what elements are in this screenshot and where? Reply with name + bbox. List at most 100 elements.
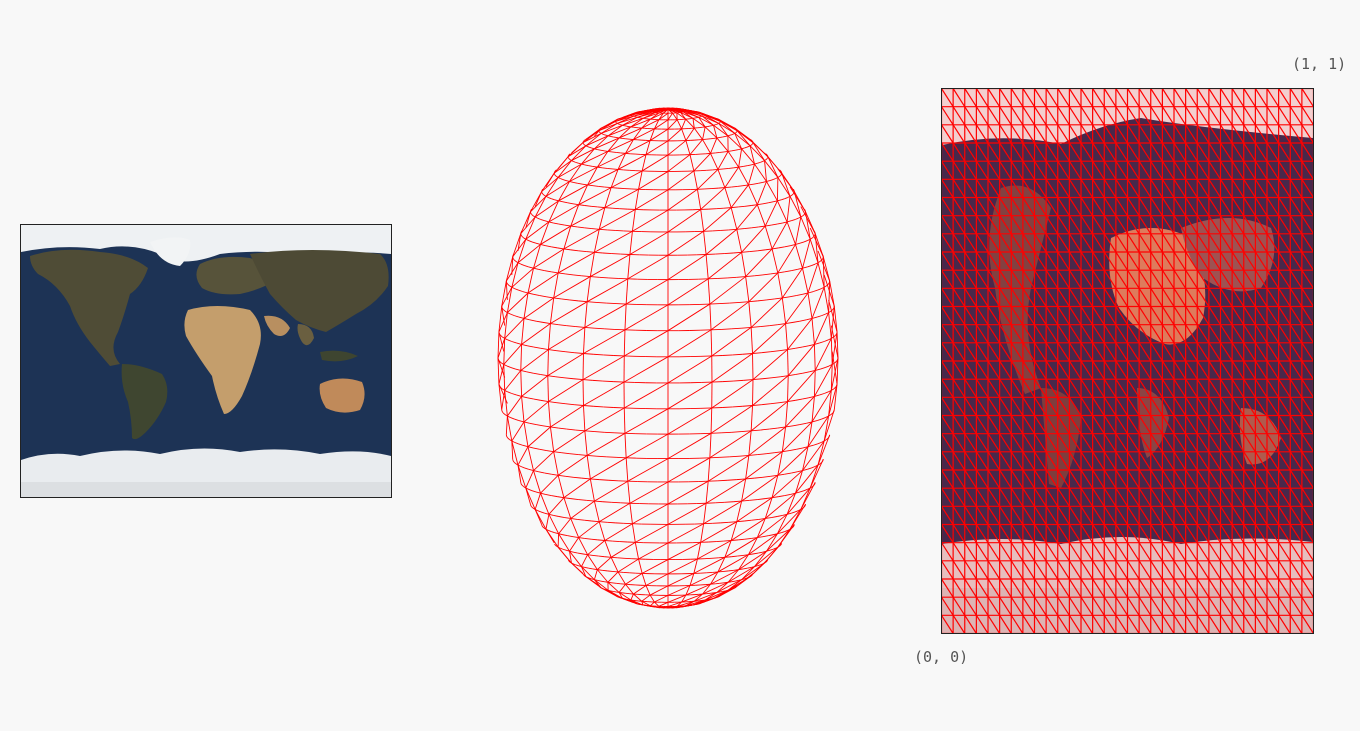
sphere-latitude-line (551, 246, 558, 249)
sphere-latitude-line (765, 158, 768, 160)
sphere-longitude-line (549, 297, 555, 324)
india (297, 324, 314, 346)
uv-diagonal-line (1243, 397, 1256, 416)
sphere-latitude-line (594, 327, 605, 330)
uv-diagonal-line (975, 342, 989, 362)
sphere-latitude-line (528, 266, 534, 269)
uv-diagonal-line (1092, 306, 1105, 325)
sphere-latitude-line (540, 374, 548, 377)
uv-diagonal-line (1289, 160, 1303, 180)
sphere-diagonal-line (767, 156, 779, 178)
sphere-longitude-line (710, 407, 713, 434)
sphere-latitude-line (718, 187, 725, 189)
sphere-latitude-line (553, 451, 562, 454)
uv-diagonal-line (1301, 197, 1314, 216)
uv-diagonal-line (1115, 251, 1129, 271)
uv-diagonal-line (1010, 233, 1024, 253)
sphere-latitude-line (600, 580, 605, 583)
sphere-diagonal-line (630, 593, 634, 601)
uv-diagonal-line (1196, 360, 1210, 380)
sphere-latitude-line (769, 179, 774, 181)
sphere-latitude-line (744, 519, 752, 522)
sphere-latitude-line (610, 590, 614, 592)
uv-diagonal-line (1196, 397, 1210, 416)
uv-diagonal-line (1022, 487, 1036, 507)
uv-diagonal-line (1254, 342, 1268, 362)
uv-diagonal-line (1219, 615, 1233, 634)
uv-diagonal-line (987, 560, 1001, 580)
sphere-latitude-line (528, 468, 534, 472)
sphere-longitude-line (517, 239, 527, 263)
uv-diagonal-line (1289, 360, 1303, 380)
uv-diagonal-line (1057, 106, 1070, 126)
sphere-latitude-line (568, 158, 571, 160)
sphere-diagonal-line (527, 426, 551, 448)
uv-diagonal-line (952, 524, 966, 543)
sphere-longitude-line (498, 306, 503, 333)
sphere-longitude-line (836, 357, 839, 385)
uv-diagonal-line (999, 360, 1012, 380)
uv-diagonal-line (1103, 360, 1117, 380)
uv-diagonal-line (1045, 269, 1059, 289)
uv-diagonal-line (1196, 288, 1210, 307)
sphere-latitude-line (527, 446, 534, 449)
sphere-latitude-line (604, 328, 615, 330)
sphere-latitude-line (554, 174, 557, 177)
uv-diagonal-line (1068, 506, 1082, 525)
uv-diagonal-line (1301, 469, 1314, 489)
uv-diagonal-line (1243, 506, 1256, 525)
uv-diagonal-line (1289, 469, 1303, 489)
sphere-diagonal-line (563, 228, 600, 250)
sphere-latitude-line (803, 488, 808, 492)
sphere-latitude-line (760, 563, 763, 566)
uv-diagonal-line (1126, 433, 1140, 453)
uv-diagonal-line (1301, 433, 1314, 453)
uv-asia (1181, 218, 1275, 292)
uv-diagonal-line (952, 397, 966, 416)
uv-diagonal-line (1161, 451, 1175, 471)
sphere-latitude-line (583, 353, 594, 355)
sphere-diagonal-line (764, 492, 796, 519)
uv-diagonal-line (1057, 269, 1070, 289)
sphere-latitude-line (611, 556, 618, 559)
sphere-diagonal-line (511, 267, 534, 288)
sphere-longitude-line (625, 457, 629, 482)
uv-diagonal-line (1045, 524, 1059, 543)
uv-diagonal-line (999, 487, 1012, 507)
uv-diagonal-line (1196, 106, 1210, 126)
uv-diagonal-line (1103, 524, 1117, 543)
sphere-diagonal-line (734, 127, 754, 143)
sphere-latitude-line (544, 512, 550, 515)
sphere-latitude-line (757, 536, 764, 539)
uv-diagonal-line (1080, 269, 1094, 289)
uv-diagonal-line (1173, 360, 1187, 380)
sphere-diagonal-line (517, 233, 522, 251)
uv-diagonal-line (1231, 160, 1245, 180)
sphere-diagonal-line (685, 583, 711, 596)
sphere-longitude-line (523, 421, 529, 447)
sphere-longitude-line (702, 583, 711, 595)
uv-diagonal-line (952, 106, 966, 126)
sphere-latitude-line (561, 452, 570, 455)
uv-diagonal-line (1266, 578, 1280, 598)
uv-diagonal-line (1126, 415, 1140, 434)
sphere-longitude-line (634, 189, 640, 210)
uv-diagonal-line (1033, 542, 1047, 562)
uv-diagonal-line (1033, 560, 1047, 580)
sphere-latitude-line (560, 178, 564, 180)
uv-diagonal-line (1231, 233, 1245, 253)
uv-diagonal-line (1010, 142, 1024, 162)
uv-diagonal-line (1185, 324, 1198, 344)
uv-diagonal-line (1278, 360, 1291, 380)
sphere-latitude-line (578, 250, 587, 253)
uv-diagonal-line (1219, 433, 1233, 453)
uv-diagonal-line (1173, 179, 1187, 198)
sphere-latitude-line (521, 236, 524, 239)
uv-diagonal-line (1208, 542, 1222, 562)
sphere-diagonal-line (512, 238, 527, 258)
sphere-latitude-line (821, 313, 826, 317)
uv-diagonal-line (1150, 487, 1163, 507)
uv-diagonal-line (1080, 215, 1094, 235)
uv-diagonal-line (1301, 288, 1314, 307)
uv-diagonal-line (1173, 578, 1187, 598)
